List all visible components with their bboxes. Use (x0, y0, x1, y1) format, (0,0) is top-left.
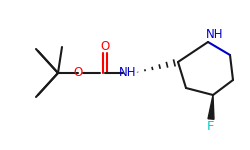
Polygon shape (208, 95, 214, 119)
Text: O: O (74, 66, 82, 80)
Text: NH: NH (119, 66, 137, 80)
Text: NH: NH (206, 27, 224, 40)
Text: F: F (206, 120, 214, 132)
Text: O: O (100, 39, 110, 52)
